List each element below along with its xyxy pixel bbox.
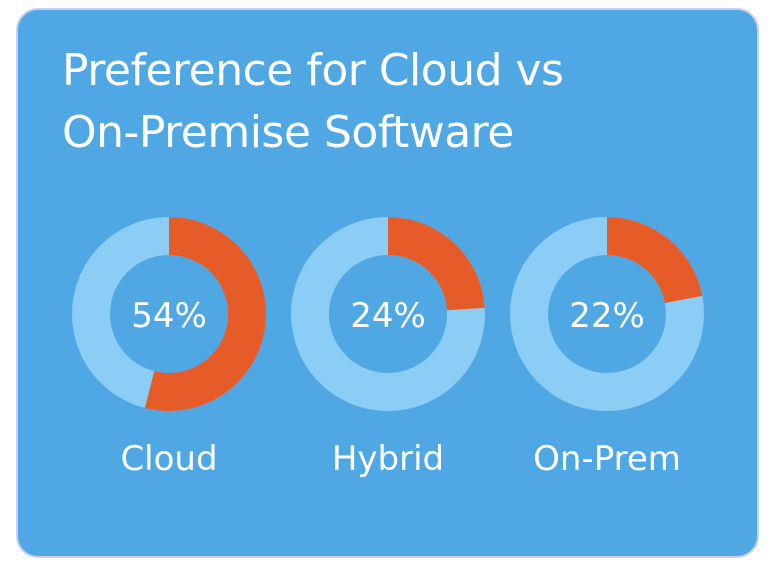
donut-slice-cloud: [144, 217, 266, 411]
donut-category-label: Hybrid: [332, 439, 444, 479]
donut-value-label: 54%: [131, 296, 207, 336]
donut-value-label: 24%: [350, 296, 426, 336]
donut-slice-hybrid: [388, 217, 485, 311]
donut-slice-on-prem: [607, 217, 703, 303]
chart-card: Preference for Cloud vs On-Premise Softw…: [16, 8, 759, 558]
chart-title: Preference for Cloud vs On-Premise Softw…: [62, 40, 722, 164]
chart-title-line-2: On-Premise Software: [62, 107, 514, 158]
chart-title-line-1: Preference for Cloud vs: [62, 45, 564, 96]
donut-value-label: 22%: [569, 296, 645, 336]
donut-category-label: On-Prem: [533, 439, 681, 479]
donut-category-label: Cloud: [120, 439, 217, 479]
